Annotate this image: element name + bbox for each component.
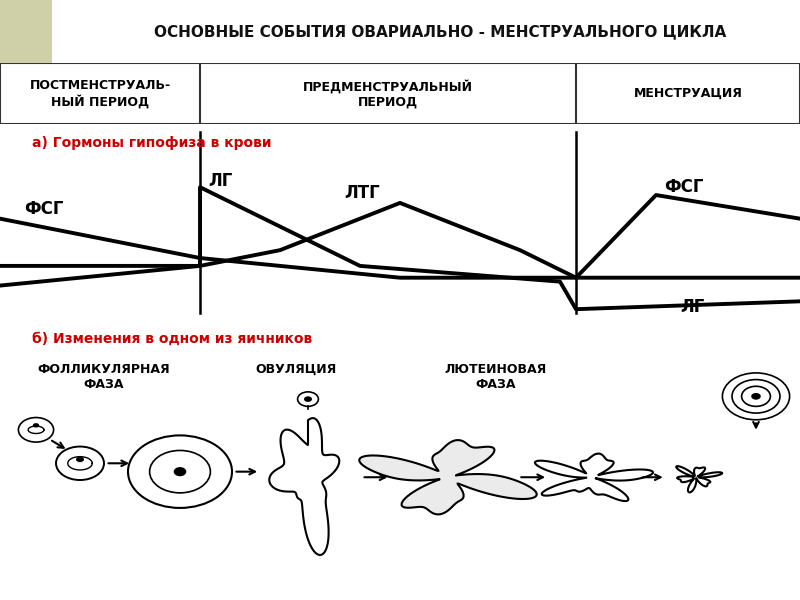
Circle shape [18, 418, 54, 442]
Circle shape [56, 446, 104, 480]
Polygon shape [676, 466, 722, 493]
Text: ОВУЛЯЦИЯ: ОВУЛЯЦИЯ [255, 363, 337, 376]
Text: МЕНСТРУАЦИЯ: МЕНСТРУАЦИЯ [634, 87, 742, 100]
Circle shape [174, 468, 186, 476]
Polygon shape [535, 454, 653, 501]
Circle shape [722, 373, 790, 420]
Text: ФСГ: ФСГ [24, 200, 63, 218]
Circle shape [150, 451, 210, 493]
Text: ЛГ: ЛГ [680, 298, 704, 316]
Circle shape [742, 386, 770, 406]
Text: ЛЮТЕИНОВАЯ
ФАЗА: ЛЮТЕИНОВАЯ ФАЗА [445, 363, 547, 391]
Circle shape [298, 392, 318, 406]
Text: б) Изменения в одном из яичников: б) Изменения в одном из яичников [32, 332, 312, 346]
Circle shape [76, 457, 84, 462]
Circle shape [304, 397, 312, 402]
Text: ПРЕДМЕНСТРУАЛЬНЫЙ
ПЕРИОД: ПРЕДМЕНСТРУАЛЬНЫЙ ПЕРИОД [303, 79, 473, 108]
Text: ФОЛЛИКУЛЯРНАЯ
ФАЗА: ФОЛЛИКУЛЯРНАЯ ФАЗА [38, 363, 170, 391]
Circle shape [128, 436, 232, 508]
Text: ФСГ: ФСГ [664, 178, 703, 196]
Text: ОСНОВНЫЕ СОБЫТИЯ ОВАРИАЛЬНО - МЕНСТРУАЛЬНОГО ЦИКЛА: ОСНОВНЫЕ СОБЫТИЯ ОВАРИАЛЬНО - МЕНСТРУАЛЬ… [154, 24, 726, 39]
Text: ПОСТМЕНСТРУАЛЬ-
НЫЙ ПЕРИОД: ПОСТМЕНСТРУАЛЬ- НЫЙ ПЕРИОД [30, 79, 170, 108]
Bar [0, 0, 52, 63]
Circle shape [751, 393, 761, 400]
Text: ЛГ: ЛГ [208, 172, 232, 190]
Text: ЛТГ: ЛТГ [344, 184, 380, 202]
Circle shape [732, 380, 780, 413]
Text: а) Гормоны гипофиза в крови: а) Гормоны гипофиза в крови [32, 136, 271, 150]
Circle shape [33, 423, 39, 428]
Polygon shape [359, 440, 537, 514]
Polygon shape [270, 418, 339, 555]
